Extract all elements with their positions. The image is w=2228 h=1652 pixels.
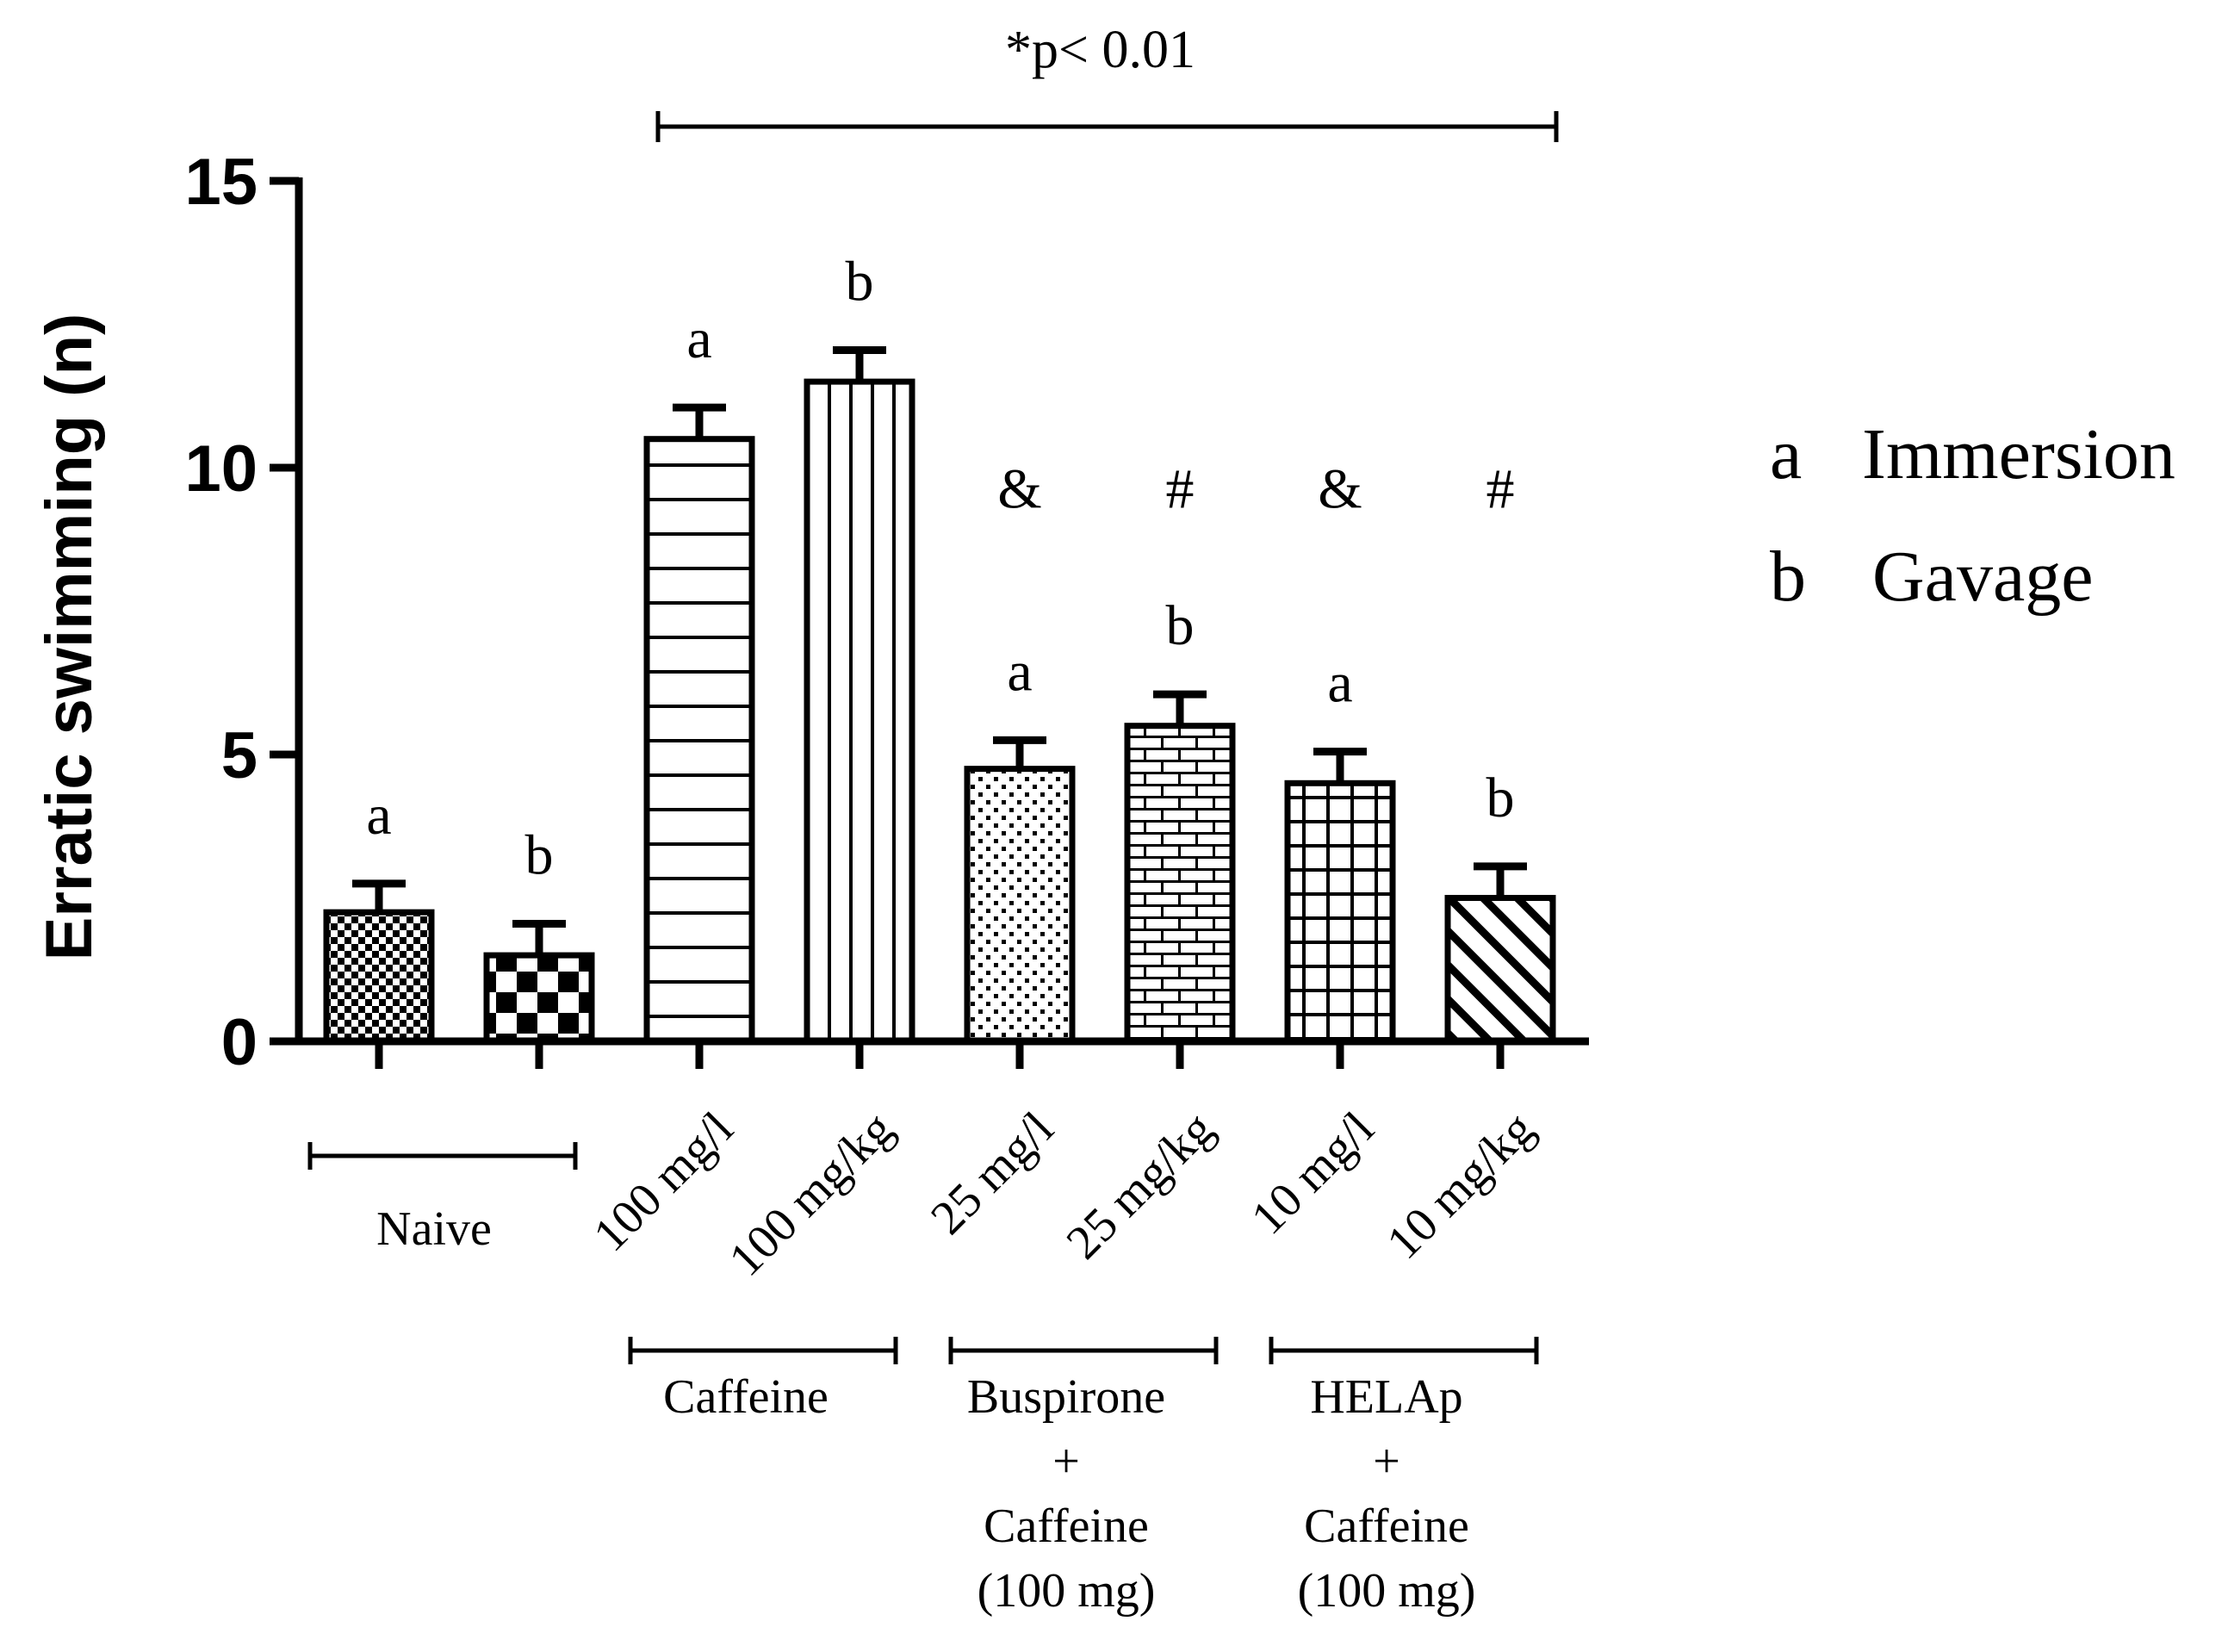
y-tick-label: 15 (184, 146, 258, 219)
bar-letter-naive-gavage: b (525, 823, 554, 886)
group-label-line: Caffeine (984, 1500, 1149, 1553)
bar-group-naive-immersion: a (323, 784, 435, 1045)
legend-item-immersion: a Immersion (1770, 414, 2175, 494)
bar-group-helap-immersion: a& (1284, 458, 1396, 1045)
group-label-line: Naive (376, 1202, 492, 1256)
legend-key: a (1770, 414, 1802, 494)
bar-caffeine-immersion (643, 436, 755, 1045)
bar-helap-immersion (1284, 779, 1396, 1045)
bar-group-caffeine-immersion: a (643, 307, 755, 1045)
significance-symbol-buspirone-gavage: # (1166, 458, 1195, 521)
legend: a Immersion b Gavage (1770, 414, 2175, 617)
y-tick-label: 0 (221, 1006, 258, 1079)
bar-letter-caffeine-gavage: b (846, 250, 874, 313)
legend-label: Immersion (1862, 414, 2175, 494)
x-category-label-caffeine-immersion: 100 mg/l (583, 1102, 743, 1262)
bar-naive-gavage (483, 952, 595, 1045)
bar-caffeine-gavage (804, 378, 915, 1045)
group-1: Caffeine (628, 1337, 898, 1424)
legend-key: b (1770, 537, 1806, 617)
x-category-label-helap-gavage: 10 mg/kg (1377, 1102, 1545, 1270)
significance: *p< 0.01 (655, 21, 1559, 142)
bar-letter-caffeine-immersion: a (686, 307, 711, 370)
bar-buspirone-immersion (964, 766, 1076, 1045)
significance-label: *p< 0.01 (1005, 21, 1195, 79)
group-label-line: (100 mg) (977, 1564, 1156, 1618)
bar-group-buspirone-gavage: b# (1124, 458, 1236, 1045)
bar-letter-helap-immersion: a (1327, 652, 1352, 715)
bar-helap-gavage (1444, 895, 1556, 1045)
y-tick-label: 10 (184, 432, 258, 506)
bar-group-buspirone-immersion: a& (964, 458, 1076, 1045)
group-label-line: + (1373, 1435, 1400, 1488)
group-2: Buspirone + Caffeine (100 mg) (948, 1337, 1219, 1618)
x-category-label-buspirone-immersion: 25 mg/l (921, 1102, 1064, 1245)
x-category-label-helap-immersion: 10 mg/l (1241, 1102, 1384, 1245)
bar-letter-naive-immersion: a (366, 784, 391, 847)
group-label-line: Buspirone (967, 1370, 1165, 1424)
group-label-line: + (1052, 1435, 1080, 1488)
group-0: Naive (307, 1142, 578, 1256)
bar-group-naive-gavage: b (483, 823, 595, 1045)
legend-label: Gavage (1872, 537, 2094, 617)
x-category-label-buspirone-gavage: 25 mg/kg (1057, 1102, 1225, 1270)
significance-symbol-buspirone-immersion: & (997, 458, 1041, 521)
group-label-line: Caffeine (1304, 1500, 1469, 1553)
significance-symbol-helap-gavage: # (1486, 458, 1515, 521)
bar-group-caffeine-gavage: b (804, 250, 915, 1045)
bar-letter-buspirone-immersion: a (1007, 640, 1032, 703)
bar-naive-immersion (323, 909, 435, 1045)
group-label-line: Caffeine (663, 1370, 829, 1424)
bar-buspirone-gavage (1124, 723, 1236, 1045)
x-category-label-caffeine-gavage: 100 mg/kg (719, 1102, 903, 1286)
significance-symbol-helap-immersion: & (1318, 458, 1362, 521)
bar-letter-helap-gavage: b (1486, 767, 1515, 829)
group-label-line: (100 mg) (1298, 1564, 1476, 1618)
y-tick-label: 5 (221, 719, 258, 792)
legend-item-gavage: b Gavage (1770, 537, 2094, 617)
group-3: HELAp + Caffeine (100 mg) (1269, 1337, 1539, 1618)
y-axis: 0 5 10 15 (184, 146, 303, 1079)
bar-group-helap-gavage: b# (1444, 458, 1556, 1045)
group-label-line: HELAp (1310, 1370, 1462, 1424)
bar-letter-buspirone-gavage: b (1166, 594, 1195, 657)
y-axis-title: Erratic swimming (n) (33, 314, 106, 961)
